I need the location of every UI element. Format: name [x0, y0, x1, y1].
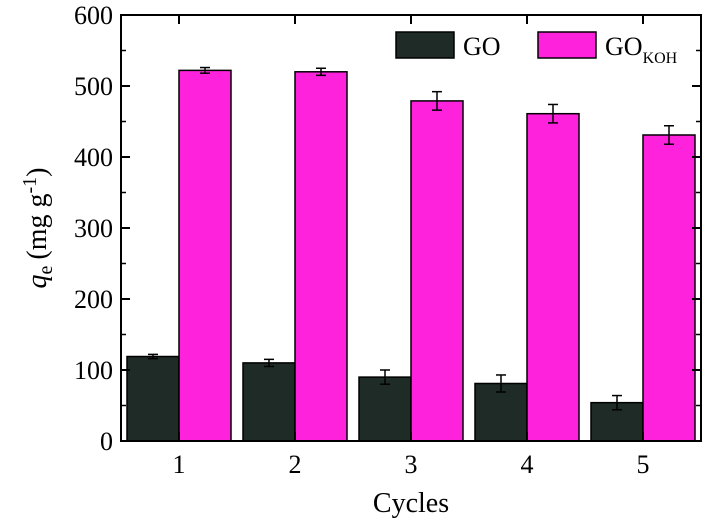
bar-go-koh-cycle-1: [178, 69, 232, 442]
y-axis-symbol-subscript: e: [35, 266, 57, 275]
axis-ticks: [121, 14, 701, 442]
y-tick-label-400: 400: [74, 143, 113, 172]
legend-swatch-go-koh: [537, 31, 597, 59]
legend-label-go-koh: GOKOH: [605, 32, 678, 67]
bar-go-koh-cycle-2: [294, 71, 348, 442]
y-axis-symbol: q: [22, 275, 53, 289]
error-bar-go-cycle-4: [496, 374, 506, 393]
error-bar-go-cycle-2: [264, 358, 274, 368]
legend-label-go-koh-subscript: KOH: [643, 50, 678, 67]
error-bar-go-cycle-1: [148, 353, 158, 360]
bar-go-koh-cycle-5: [642, 134, 696, 442]
bar-go-koh-cycle-3: [410, 100, 464, 442]
legend-label-go-koh-main: GO: [605, 32, 643, 61]
bar-go-koh-cycle-4: [526, 112, 580, 442]
y-tick-label-0: 0: [100, 427, 113, 456]
x-tick-labels: 1 2 3 4 5: [173, 450, 650, 479]
y-tick-label-200: 200: [74, 285, 113, 314]
y-axis-unit-exponent: -1: [19, 177, 41, 194]
error-bar-go-koh-cycle-2: [316, 67, 326, 77]
legend: GO GOKOH: [395, 31, 678, 67]
y-tick-label-600: 600: [74, 1, 113, 30]
x-tick-label-1: 1: [173, 450, 186, 479]
y-axis-title: qe (mg g-1): [19, 168, 57, 289]
y-tick-labels: 0 100 200 300 400 500 600: [74, 1, 113, 456]
x-tick-label-2: 2: [289, 450, 302, 479]
error-bars-layer: [148, 66, 674, 411]
x-tick-label-3: 3: [405, 450, 418, 479]
x-axis-title: Cycles: [373, 488, 449, 519]
error-bar-go-koh-cycle-5: [664, 125, 674, 145]
x-tick-label-5: 5: [637, 450, 650, 479]
x-tick-label-4: 4: [521, 450, 534, 479]
bar-go-cycle-4: [474, 382, 528, 442]
y-axis-unit-close: ): [22, 168, 53, 177]
bar-go-cycle-3: [358, 376, 412, 442]
legend-swatch-go: [395, 31, 455, 59]
error-bar-go-cycle-3: [380, 369, 390, 385]
bars-layer: [126, 69, 696, 442]
error-bar-go-koh-cycle-1: [200, 66, 210, 74]
error-bar-go-koh-cycle-3: [432, 90, 442, 111]
error-bar-go-koh-cycle-4: [548, 103, 558, 124]
y-tick-label-100: 100: [74, 356, 113, 385]
y-axis-unit: (mg g: [22, 194, 53, 260]
error-bar-go-cycle-5: [612, 394, 622, 411]
y-tick-label-300: 300: [74, 214, 113, 243]
legend-label-go: GO: [463, 32, 501, 61]
bar-go-cycle-2: [242, 362, 296, 442]
y-tick-label-500: 500: [74, 72, 113, 101]
bar-go-cycle-1: [126, 355, 180, 442]
